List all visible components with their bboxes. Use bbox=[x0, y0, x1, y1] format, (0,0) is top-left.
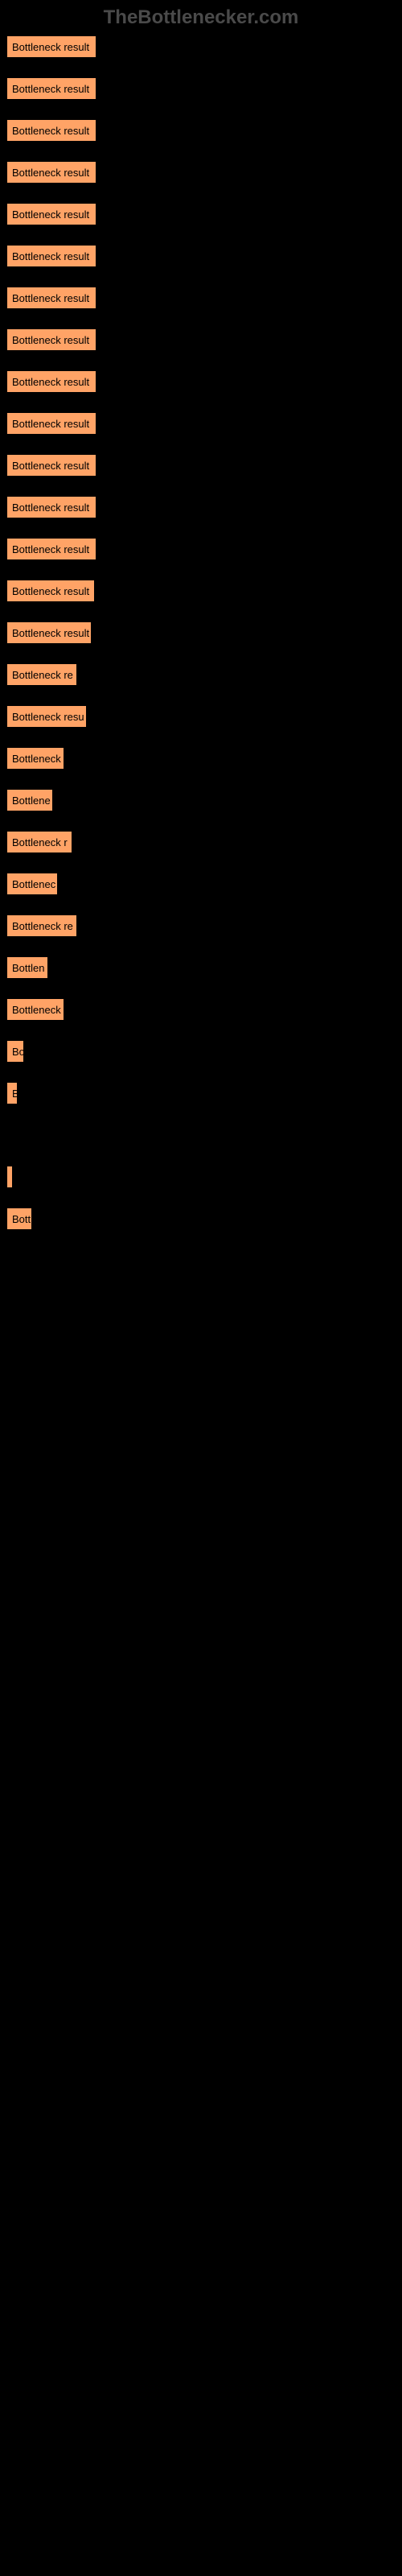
chart-bar bbox=[6, 1166, 13, 1188]
chart-bar: Bottleneck bbox=[6, 747, 64, 770]
bar-label: Bottleneck result bbox=[12, 585, 89, 597]
chart-bar: Bottleneck result bbox=[6, 161, 96, 184]
bar-row: Bottleneck r bbox=[6, 831, 396, 853]
bar-row: Bottleneck result bbox=[6, 538, 396, 560]
bar-label: Bottleneck result bbox=[12, 167, 89, 179]
bar-label: Bottleneck result bbox=[12, 208, 89, 221]
bar-label: Bottlenec bbox=[12, 878, 55, 890]
chart-bar: Bottleneck result bbox=[6, 287, 96, 309]
bar-label: Bottleneck result bbox=[12, 334, 89, 346]
bar-row: Bottleneck result bbox=[6, 203, 396, 225]
bar-row: Bottleneck result bbox=[6, 412, 396, 435]
chart-bar: Bottlen bbox=[6, 956, 48, 979]
bar-row: Bottleneck result bbox=[6, 328, 396, 351]
chart-bar: Bottleneck result bbox=[6, 245, 96, 267]
bar-label: Bottleneck result bbox=[12, 418, 89, 430]
chart-bar: Bottleneck result bbox=[6, 370, 96, 393]
bar-label: Bottlen bbox=[12, 962, 44, 974]
bar-label: Bottleneck resu bbox=[12, 711, 84, 723]
chart-bar: Bottleneck resu bbox=[6, 705, 87, 728]
chart-bar: Bottleneck result bbox=[6, 580, 95, 602]
bar-row bbox=[6, 1249, 396, 1272]
bar-label: Bottleneck result bbox=[12, 543, 89, 555]
bar-row: Bottleneck re bbox=[6, 914, 396, 937]
bar-label: Bottleneck bbox=[12, 753, 61, 765]
bar-row: Bottleneck result bbox=[6, 35, 396, 58]
bar-label: Bottleneck result bbox=[12, 125, 89, 137]
site-title: TheBottlenecker.com bbox=[104, 6, 299, 28]
chart-bar: Bottleneck result bbox=[6, 454, 96, 477]
bar-row: B bbox=[6, 1082, 396, 1104]
bar-row: Bottleneck bbox=[6, 998, 396, 1021]
bar-label: Bott bbox=[12, 1213, 31, 1225]
bar-row: Bottlen bbox=[6, 956, 396, 979]
chart-bar: Bottlene bbox=[6, 789, 53, 811]
bar-row: Bottleneck result bbox=[6, 370, 396, 393]
chart-bar: Bottleneck re bbox=[6, 663, 77, 686]
bar-row: Bottlenec bbox=[6, 873, 396, 895]
chart-bar: Bottleneck result bbox=[6, 538, 96, 560]
bar-row: Bottleneck result bbox=[6, 161, 396, 184]
bar-row: Bottleneck result bbox=[6, 245, 396, 267]
chart-bar: Bottleneck r bbox=[6, 831, 72, 853]
bar-row: Bottlene bbox=[6, 789, 396, 811]
chart-bar: Bottleneck result bbox=[6, 412, 96, 435]
bar-row: Bottleneck resu bbox=[6, 705, 396, 728]
bar-row bbox=[6, 1291, 396, 1314]
bar-row: Bottleneck bbox=[6, 747, 396, 770]
bar-row bbox=[6, 1333, 396, 1356]
bar-label: Bottleneck r bbox=[12, 836, 68, 848]
chart-bar: Bottleneck result bbox=[6, 328, 96, 351]
bar-label: Bottleneck result bbox=[12, 83, 89, 95]
chart-bar: Bottleneck re bbox=[6, 914, 77, 937]
bar-label: Bottleneck result bbox=[12, 41, 89, 53]
bar-row: Bottleneck result bbox=[6, 77, 396, 100]
bar-row: Bott bbox=[6, 1208, 396, 1230]
bar-label: Bottleneck result bbox=[12, 250, 89, 262]
bar-row: Bottleneck result bbox=[6, 580, 396, 602]
bar-label: Bo bbox=[12, 1046, 24, 1058]
bar-row: Bottleneck re bbox=[6, 663, 396, 686]
chart-bar: Bottleneck bbox=[6, 998, 64, 1021]
bar-row: Bottleneck result bbox=[6, 454, 396, 477]
chart-bar: B bbox=[6, 1082, 18, 1104]
bar-label: Bottleneck result bbox=[12, 502, 89, 514]
bar-label: Bottleneck result bbox=[12, 292, 89, 304]
bar-row: Bottleneck result bbox=[6, 119, 396, 142]
chart-bar: Bo bbox=[6, 1040, 24, 1063]
chart-bar: Bottleneck result bbox=[6, 119, 96, 142]
bar-row bbox=[6, 1124, 396, 1146]
bar-label: Bottlene bbox=[12, 795, 51, 807]
chart-bar: Bottleneck result bbox=[6, 77, 96, 100]
chart-bar: Bott bbox=[6, 1208, 32, 1230]
chart-bar: Bottleneck result bbox=[6, 35, 96, 58]
header: TheBottlenecker.com bbox=[0, 0, 402, 35]
chart-bar: Bottleneck result bbox=[6, 203, 96, 225]
bar-label: Bottleneck re bbox=[12, 920, 73, 932]
bar-row bbox=[6, 1166, 396, 1188]
bar-row: Bo bbox=[6, 1040, 396, 1063]
chart-bar: Bottlenec bbox=[6, 873, 58, 895]
bar-chart: Bottleneck result Bottleneck result Bottle… bbox=[0, 35, 402, 1356]
bar-row: Bottleneck result bbox=[6, 496, 396, 518]
bar-label: Bottleneck result bbox=[12, 627, 89, 639]
bar-label: B bbox=[12, 1088, 18, 1100]
bar-label: Bottleneck result bbox=[12, 460, 89, 472]
bar-label: Bottleneck bbox=[12, 1004, 61, 1016]
bar-row: Bottleneck result bbox=[6, 287, 396, 309]
chart-bar: Bottleneck result bbox=[6, 496, 96, 518]
bar-label: Bottleneck result bbox=[12, 376, 89, 388]
chart-bar: Bottleneck result bbox=[6, 621, 92, 644]
bar-row: Bottleneck result bbox=[6, 621, 396, 644]
bar-label: Bottleneck re bbox=[12, 669, 73, 681]
